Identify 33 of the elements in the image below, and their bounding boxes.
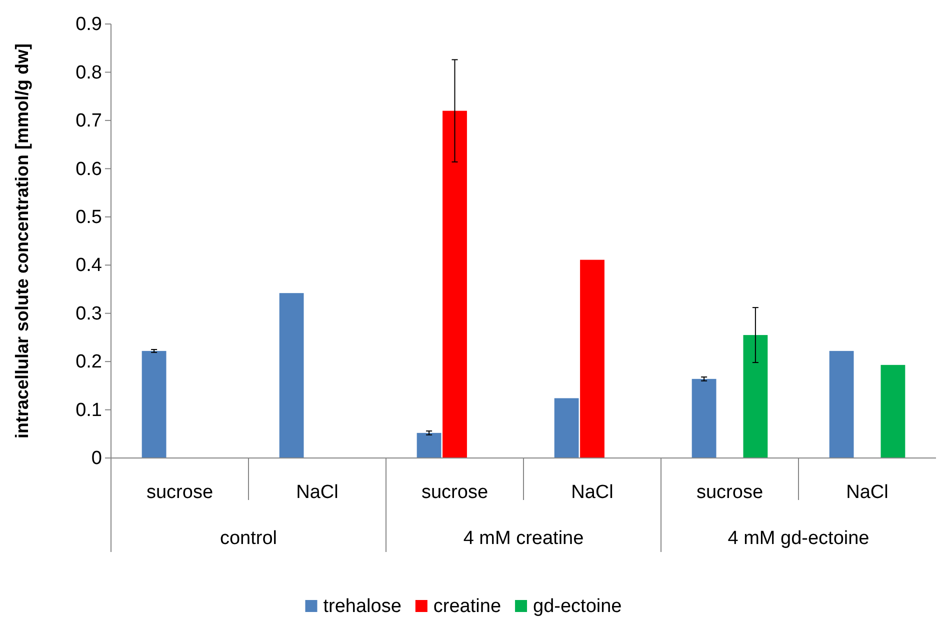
text: 4 mM creatine	[463, 528, 584, 549]
y-tick-label: 0.8	[76, 62, 102, 84]
y-tick-label: 0.4	[76, 255, 102, 276]
x-tick-label: NaCl	[296, 482, 338, 503]
bar	[554, 398, 579, 458]
y-tick-label: 0.6	[76, 158, 102, 180]
y-tick-label: 0.5	[76, 206, 102, 228]
bar	[880, 364, 906, 458]
bar	[279, 293, 304, 458]
bar	[142, 350, 166, 458]
x-tick-label: NaCl	[846, 482, 888, 503]
bar	[829, 350, 854, 458]
legend-label: trehalose	[323, 596, 402, 617]
bar	[442, 110, 467, 458]
y-axis-title: intracellular solute concentration [mmol/g dw]	[12, 43, 32, 439]
y-tick-label: 0.2	[76, 352, 102, 373]
legend-label: creatine	[433, 596, 502, 617]
legend-label: gd-ectoine	[533, 596, 622, 617]
y-tick-label: 0.7	[76, 110, 102, 132]
text: 4 mM gd-ectoine	[728, 528, 870, 549]
x-tick-label: NaCl	[571, 482, 614, 503]
x-tick-label: sucrose	[421, 482, 488, 503]
y-tick-label: 0.3	[76, 303, 102, 324]
bar	[743, 335, 768, 458]
y-tick-label: 0.1	[76, 400, 102, 421]
bar	[580, 260, 604, 458]
bar	[692, 378, 716, 458]
y-tick-label: 0	[91, 448, 102, 470]
text: control	[220, 528, 278, 549]
y-tick-label: 0.9	[76, 14, 102, 36]
bar	[416, 432, 442, 458]
x-tick-label: sucrose	[696, 482, 764, 503]
x-tick-label: sucrose	[146, 482, 214, 503]
